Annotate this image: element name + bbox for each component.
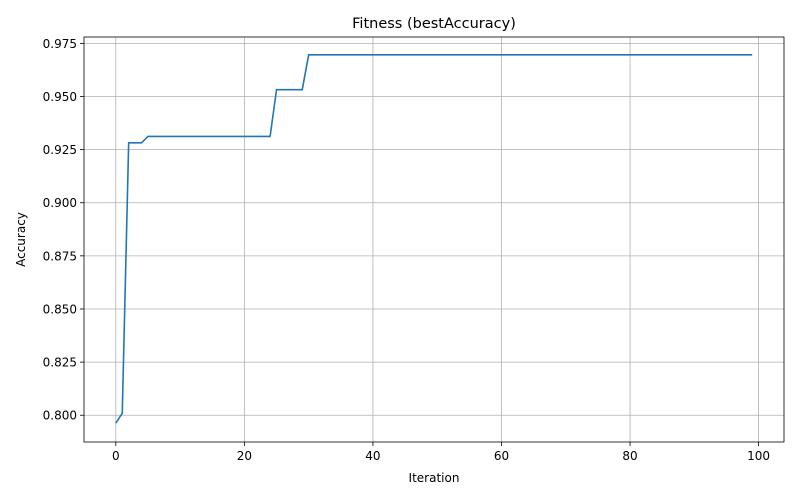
x-tick-label: 40 — [365, 449, 380, 463]
chart-title: Fitness (bestAccuracy) — [352, 16, 516, 32]
series-line — [115, 54, 753, 424]
y-tick-label: 0.825 — [43, 356, 77, 370]
plot-frame — [83, 36, 785, 443]
grid — [84, 37, 784, 442]
x-tick-label: 60 — [494, 449, 509, 463]
y-tick-label: 0.950 — [43, 90, 77, 104]
y-tick-label: 0.975 — [43, 37, 77, 51]
y-tick-label: 0.925 — [43, 143, 77, 157]
x-tick-label: 80 — [622, 449, 637, 463]
y-axis-label: Accuracy — [14, 212, 28, 267]
y-tick-label: 0.850 — [43, 302, 77, 316]
x-tick-label: 0 — [112, 449, 120, 463]
x-tick-label: 100 — [747, 449, 770, 463]
ticks: 0 20 40 60 80 100 0.800 0.825 0.850 0.875 0.900 0.9… — [43, 37, 770, 463]
y-tick-label: 0.800 — [43, 409, 77, 423]
series-layer — [115, 54, 753, 424]
y-tick-label: 0.875 — [43, 249, 77, 263]
x-axis-label: Iteration — [409, 471, 460, 485]
y-tick-label: 0.900 — [43, 196, 77, 210]
x-tick-label: 20 — [237, 449, 252, 463]
